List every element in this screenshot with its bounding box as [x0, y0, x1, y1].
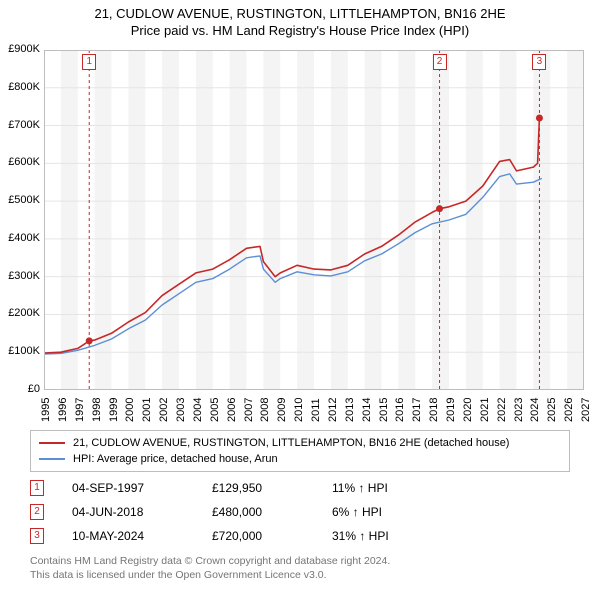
- legend: 21, CUDLOW AVENUE, RUSTINGTON, LITTLEHAM…: [30, 430, 570, 472]
- footer-line-1: Contains HM Land Registry data © Crown c…: [30, 554, 570, 568]
- x-tick-label: 2006: [226, 398, 238, 422]
- legend-label-hpi: HPI: Average price, detached house, Arun: [73, 453, 278, 465]
- x-tick-label: 2001: [141, 398, 153, 422]
- y-tick-label: £200K: [2, 307, 40, 319]
- y-tick-label: £300K: [2, 270, 40, 282]
- x-tick-label: 2025: [546, 398, 558, 422]
- x-tick-label: 2026: [563, 398, 575, 422]
- y-tick-label: £900K: [2, 43, 40, 55]
- x-tick-label: 2005: [209, 398, 221, 422]
- y-tick-label: £800K: [2, 81, 40, 93]
- x-tick-label: 2014: [361, 398, 373, 422]
- title-block: 21, CUDLOW AVENUE, RUSTINGTON, LITTLEHAM…: [0, 0, 600, 40]
- x-tick-label: 2008: [259, 398, 271, 422]
- sales-diff: 31% ↑ HPI: [332, 529, 452, 543]
- y-tick-label: £700K: [2, 119, 40, 131]
- legend-swatch-hpi: [39, 458, 65, 460]
- x-tick-label: 1998: [91, 398, 103, 422]
- y-tick-label: £0: [2, 383, 40, 395]
- x-tick-label: 2017: [411, 398, 423, 422]
- y-tick-label: £400K: [2, 232, 40, 244]
- legend-row: 21, CUDLOW AVENUE, RUSTINGTON, LITTLEHAM…: [39, 435, 561, 451]
- x-tick-label: 2011: [310, 398, 322, 422]
- title-line-1: 21, CUDLOW AVENUE, RUSTINGTON, LITTLEHAM…: [10, 6, 590, 21]
- chart-marker-box: 2: [433, 54, 447, 70]
- chart-marker-box: 1: [82, 54, 96, 70]
- title-line-2: Price paid vs. HM Land Registry's House …: [10, 23, 590, 38]
- x-tick-label: 2023: [513, 398, 525, 422]
- legend-label-property: 21, CUDLOW AVENUE, RUSTINGTON, LITTLEHAM…: [73, 437, 509, 449]
- x-tick-label: 2020: [462, 398, 474, 422]
- sales-price: £129,950: [212, 481, 332, 495]
- y-tick-label: £500K: [2, 194, 40, 206]
- sales-price: £480,000: [212, 505, 332, 519]
- chart-container: 21, CUDLOW AVENUE, RUSTINGTON, LITTLEHAM…: [0, 0, 600, 590]
- sales-row: 1 04-SEP-1997 £129,950 11% ↑ HPI: [30, 476, 570, 500]
- legend-swatch-property: [39, 442, 65, 444]
- footer-line-2: This data is licensed under the Open Gov…: [30, 568, 570, 582]
- x-tick-label: 2024: [529, 398, 541, 422]
- chart-svg: [44, 50, 584, 390]
- x-tick-label: 1996: [57, 398, 69, 422]
- x-tick-label: 2004: [192, 398, 204, 422]
- sales-diff: 11% ↑ HPI: [332, 481, 452, 495]
- sales-date: 04-JUN-2018: [72, 505, 212, 519]
- x-tick-label: 2009: [276, 398, 288, 422]
- x-tick-label: 2002: [158, 398, 170, 422]
- x-tick-label: 2018: [428, 398, 440, 422]
- sales-row: 3 10-MAY-2024 £720,000 31% ↑ HPI: [30, 524, 570, 548]
- x-tick-label: 2021: [479, 398, 491, 422]
- sales-marker-2: 2: [30, 504, 44, 520]
- y-tick-label: £100K: [2, 345, 40, 357]
- sales-date: 10-MAY-2024: [72, 529, 212, 543]
- footer: Contains HM Land Registry data © Crown c…: [30, 554, 570, 582]
- x-tick-label: 2016: [394, 398, 406, 422]
- sales-row: 2 04-JUN-2018 £480,000 6% ↑ HPI: [30, 500, 570, 524]
- sales-price: £720,000: [212, 529, 332, 543]
- x-tick-label: 1995: [40, 398, 52, 422]
- chart-marker-box: 3: [532, 54, 546, 70]
- x-tick-label: 2019: [445, 398, 457, 422]
- legend-row: HPI: Average price, detached house, Arun: [39, 451, 561, 467]
- sales-marker-1: 1: [30, 480, 44, 496]
- x-tick-label: 2000: [124, 398, 136, 422]
- x-tick-label: 2007: [243, 398, 255, 422]
- x-tick-label: 2003: [175, 398, 187, 422]
- x-tick-label: 2015: [378, 398, 390, 422]
- sales-date: 04-SEP-1997: [72, 481, 212, 495]
- sales-table: 1 04-SEP-1997 £129,950 11% ↑ HPI 2 04-JU…: [30, 476, 570, 548]
- x-tick-label: 2012: [327, 398, 339, 422]
- x-tick-label: 2013: [344, 398, 356, 422]
- y-tick-label: £600K: [2, 156, 40, 168]
- x-tick-label: 2010: [293, 398, 305, 422]
- x-tick-label: 1997: [74, 398, 86, 422]
- x-tick-label: 2027: [580, 398, 592, 422]
- sales-diff: 6% ↑ HPI: [332, 505, 452, 519]
- x-tick-label: 1999: [108, 398, 120, 422]
- x-tick-label: 2022: [496, 398, 508, 422]
- sales-marker-3: 3: [30, 528, 44, 544]
- chart-plot-area: [44, 50, 584, 390]
